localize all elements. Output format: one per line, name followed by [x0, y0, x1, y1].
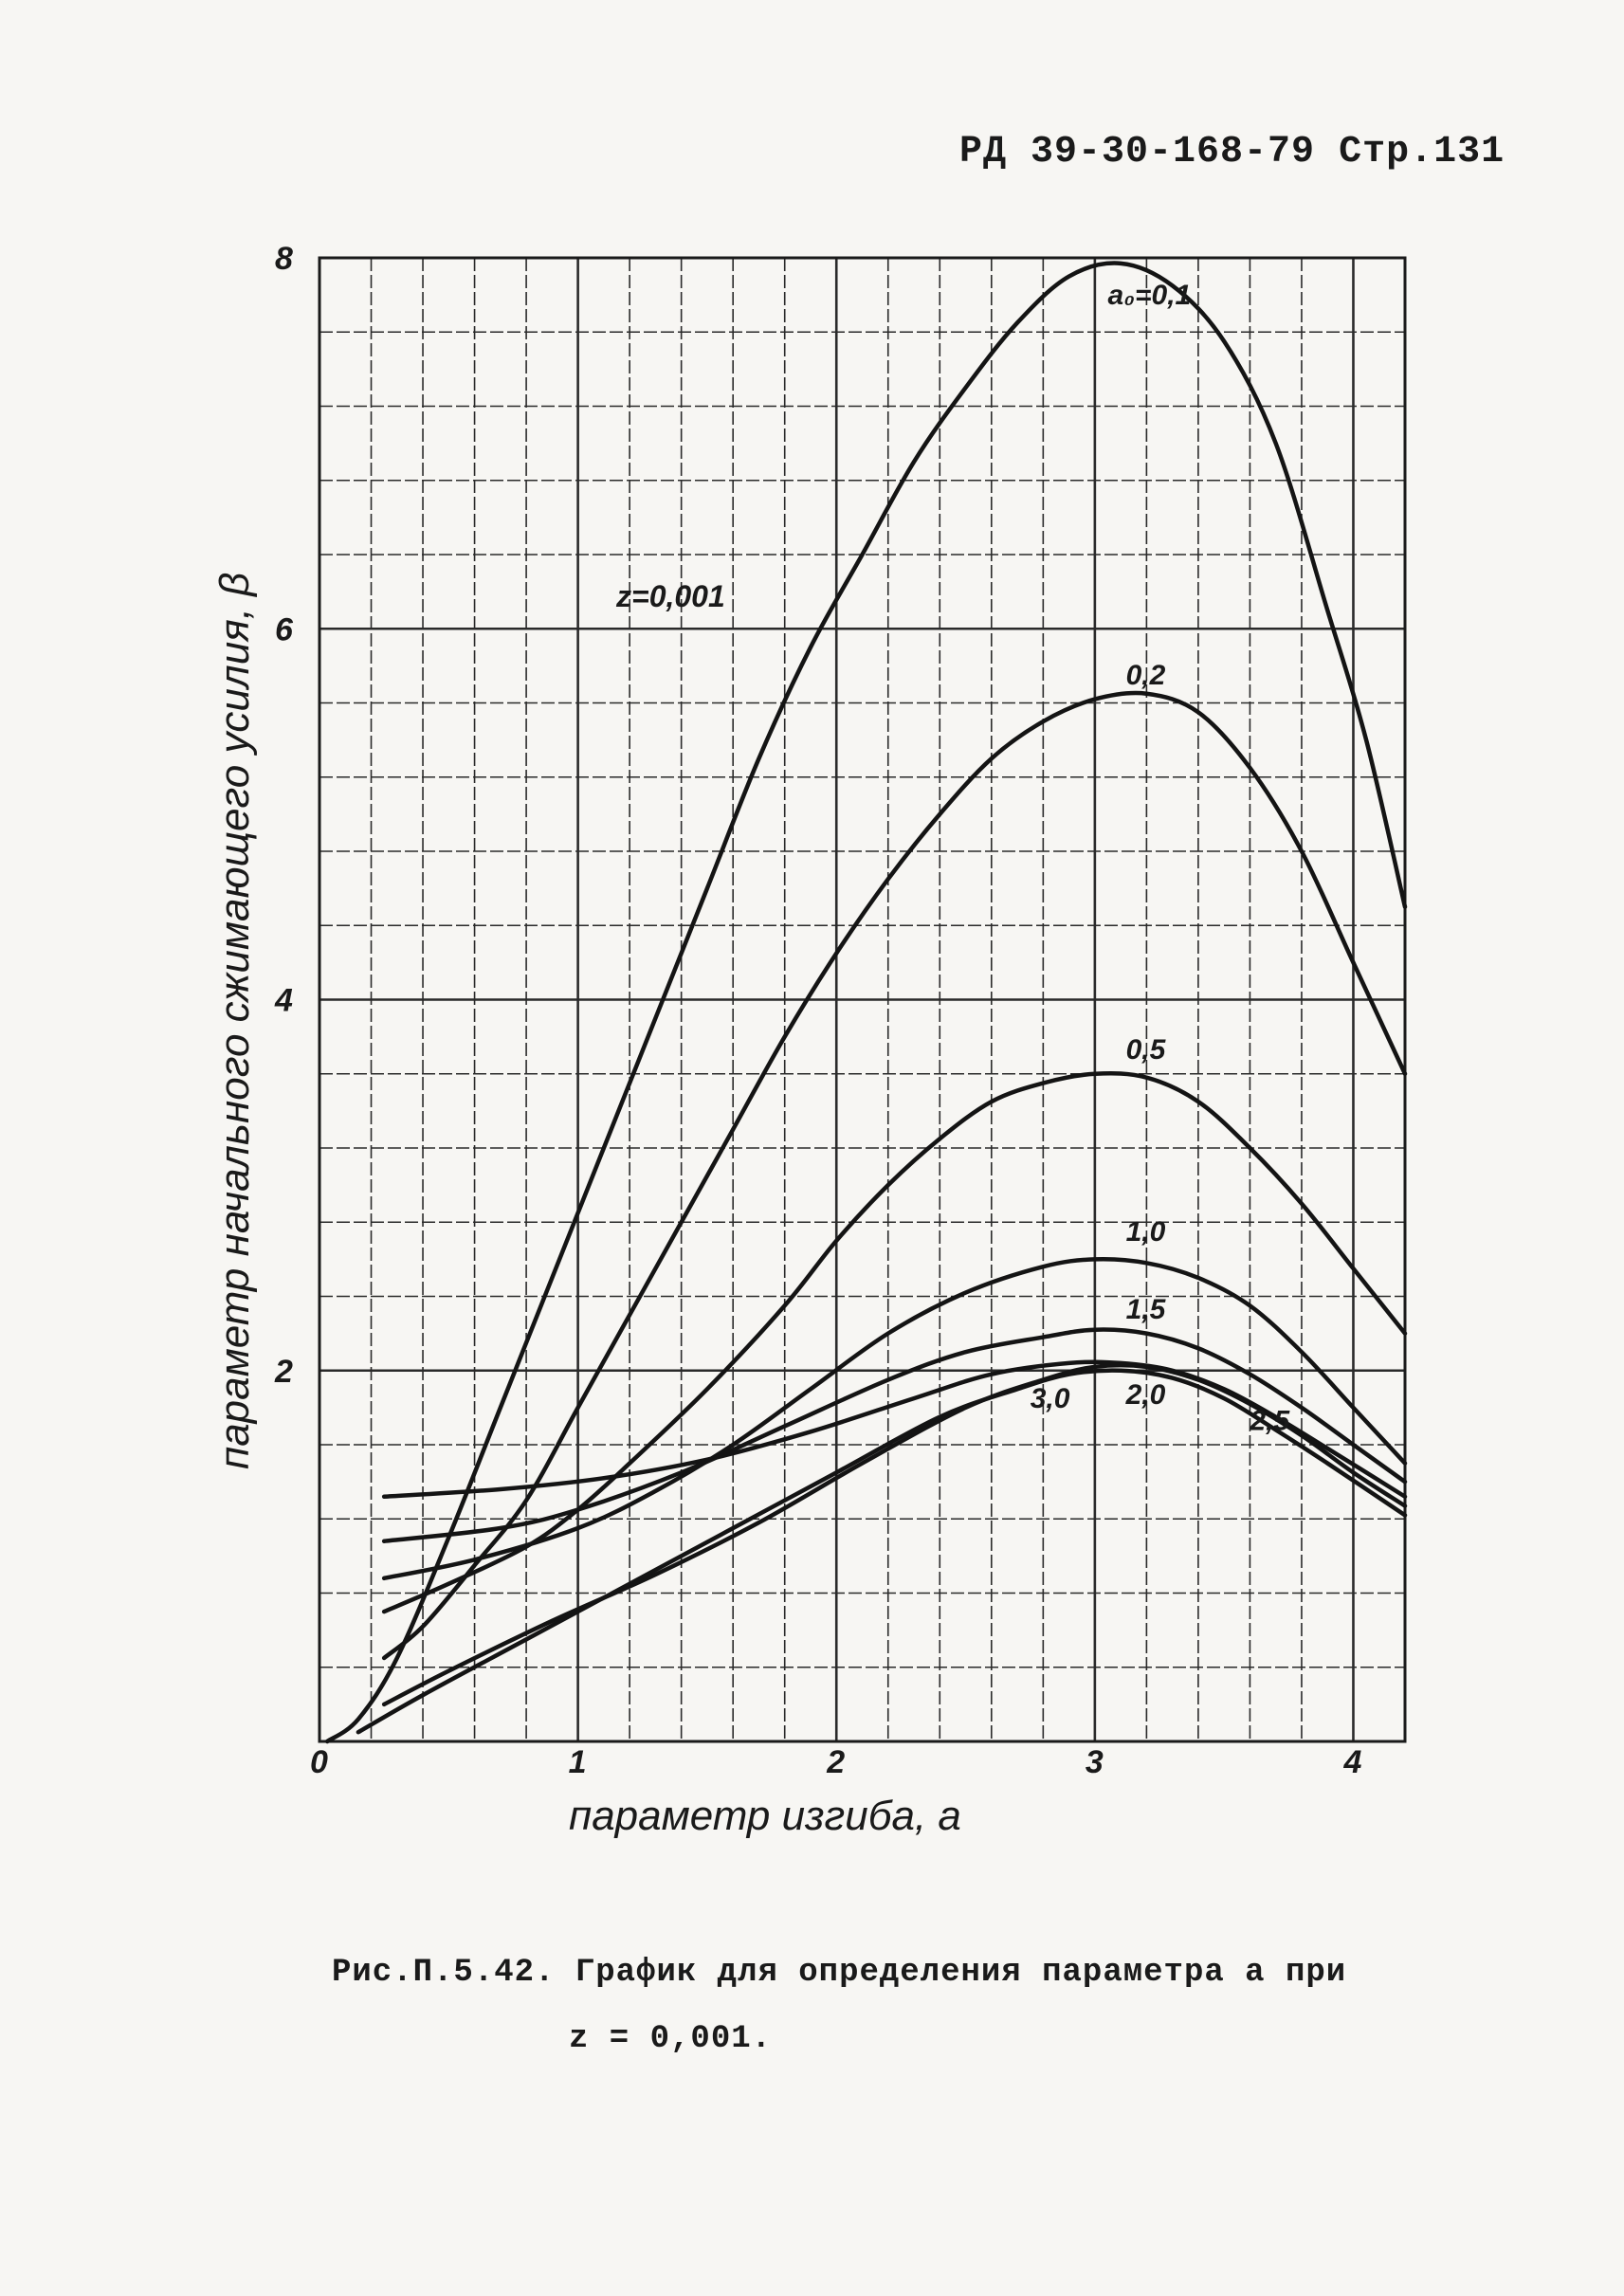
x-axis-title: параметр изгиба, a	[569, 1793, 961, 1839]
curves	[324, 261, 1408, 1744]
y-tick-label: 6	[275, 611, 294, 647]
series-line-0	[324, 261, 1408, 1744]
series-label-2: 0,5	[1126, 1034, 1167, 1066]
series-label-4: 1,5	[1126, 1294, 1167, 1325]
series-label-0: a₀=0,1	[1107, 280, 1191, 311]
y-tick-label: 4	[274, 983, 293, 1019]
plot-frame	[318, 256, 1407, 1743]
tick-labels: a₀=0,1 0,2 0,5 1,0 1,5 2,0 2,5 3,0 0 1 2 3 4 2 4 6 8	[274, 241, 1361, 1780]
series-line-3	[381, 1256, 1408, 1581]
figure-caption: Рис.П.5.42. График для определения парам…	[332, 1955, 1347, 1991]
series-line-7	[356, 1368, 1408, 1735]
series-label-5: 2,0	[1125, 1379, 1166, 1411]
series-label-6: 2,5	[1249, 1405, 1290, 1436]
y-axis-title: параметр начального сжимающего усилия, β	[211, 573, 258, 1469]
x-tick-label: 2	[826, 1744, 845, 1780]
figure-caption-condition: z = 0,001.	[569, 2021, 773, 2057]
y-tick-label: 8	[275, 241, 293, 277]
x-tick-label: 0	[310, 1744, 328, 1780]
x-tick-label: 4	[1342, 1744, 1361, 1780]
y-tick-label: 2	[274, 1354, 293, 1390]
grid-lines	[319, 258, 1405, 1741]
series-label-3: 1,0	[1126, 1216, 1166, 1248]
series-line-2	[381, 1071, 1408, 1614]
series-label-1: 0,2	[1126, 660, 1166, 691]
x-tick-label: 3	[1086, 1744, 1104, 1780]
series-line-4	[381, 1327, 1408, 1543]
parameter-annotation: z=0,001	[615, 579, 725, 613]
document-code: РД 39-30-168-79 Стр.131	[959, 131, 1505, 173]
x-tick-label: 1	[569, 1744, 587, 1780]
series-label-7: 3,0	[1031, 1383, 1070, 1414]
series-line-1	[381, 690, 1408, 1661]
